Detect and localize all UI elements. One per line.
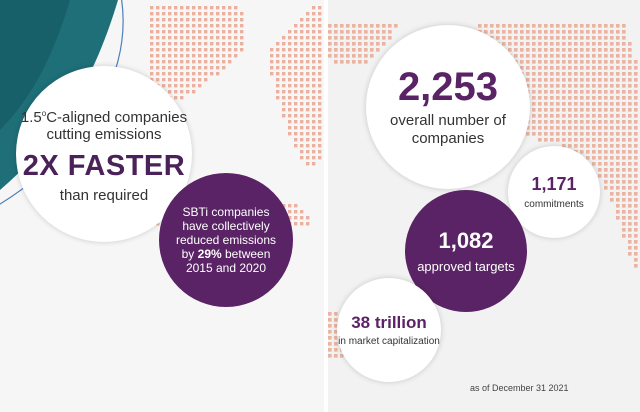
targets-count: 1,082 — [438, 228, 494, 253]
sbti-reduction-text: SBTi companies have collectively reduced… — [175, 205, 277, 275]
sbti-reduction-circle: SBTi companies have collectively reduced… — [159, 173, 293, 307]
commitments-label: commitments — [524, 199, 584, 210]
approved-targets-circle: 1,082 approved targets — [405, 190, 527, 312]
commitments-count: 1,171 — [531, 174, 577, 194]
alignment-headline: 1.5oC-aligned companies cutting emission… — [20, 108, 188, 143]
companies-count: 2,253 — [397, 65, 499, 109]
market-cap-value: 38 trillion — [351, 313, 427, 332]
market-cap-label: in market capitalization — [338, 336, 440, 347]
alignment-circle: 1.5oC-aligned companies cutting emission… — [16, 66, 192, 242]
market-cap-circle: 38 trillion in market capitalization — [337, 278, 441, 382]
commitments-circle: 1,171 commitments — [508, 146, 600, 238]
panel-divider — [324, 0, 328, 412]
companies-label: overall number of companies — [390, 112, 506, 147]
faster-stat: 2X FASTER — [22, 149, 186, 182]
than-required-label: than required — [59, 186, 149, 204]
reduction-percent: 29% — [197, 247, 222, 261]
as-of-date: as of December 31 2021 — [470, 383, 569, 393]
targets-label: approved targets — [417, 259, 515, 274]
companies-circle: 2,253 overall number of companies — [366, 25, 530, 189]
